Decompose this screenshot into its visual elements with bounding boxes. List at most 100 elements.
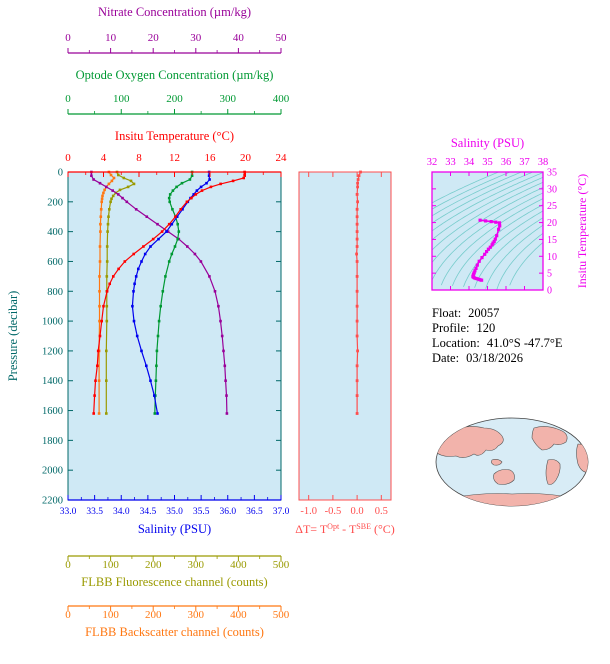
delta-t-marker xyxy=(355,237,359,241)
pressure-tick-label: 200 xyxy=(47,197,63,208)
fluorescence-profile-marker xyxy=(110,197,113,201)
salinity-profile-marker xyxy=(165,230,168,233)
fluorescence-profile-marker xyxy=(105,319,109,323)
temperature-profile-marker xyxy=(243,173,246,177)
ts-temperature-tick-label: 30 xyxy=(547,184,557,195)
backscatter-profile-marker xyxy=(103,188,106,192)
delta-t-marker xyxy=(356,349,359,353)
nitrate-profile-marker xyxy=(111,189,114,192)
temperature-axis-title: Insitu Temperature (°C) xyxy=(115,129,234,143)
ts-curve-marker xyxy=(488,245,492,249)
oxygen-tick-label: 300 xyxy=(220,93,237,105)
fluorescence-profile-marker xyxy=(106,230,109,233)
fluorescence-profile-marker xyxy=(117,173,120,177)
temperature-profile-marker xyxy=(194,193,198,196)
nitrate-profile-marker xyxy=(156,222,159,226)
main-profile-plot: 0200400600800100012001400160018002000220… xyxy=(6,5,290,639)
temperature-tick-label: 0 xyxy=(65,152,71,164)
ts-temperature-tick-label: 20 xyxy=(547,218,557,229)
salinity-profile-marker xyxy=(137,267,140,271)
temperature-profile-marker xyxy=(151,237,155,241)
ts-temperature-tick-label: 5 xyxy=(547,269,552,280)
salinity-profile-marker xyxy=(205,181,208,185)
fluorescence-axis-title: FLBB Fluorescence channel (counts) xyxy=(81,575,267,589)
delta-t-marker xyxy=(356,178,360,181)
fluorescence-profile-marker xyxy=(105,379,108,382)
fluorescence-profile-marker xyxy=(107,215,110,218)
profile-label: Profile: xyxy=(432,321,470,335)
ts-curve-marker xyxy=(480,256,484,260)
pressure-tick-label: 1000 xyxy=(42,317,63,328)
plot-frame xyxy=(298,171,392,501)
backscatter-profile-marker xyxy=(102,191,105,195)
fluorescence-profile-marker xyxy=(109,200,112,204)
backscatter-tick-label: 400 xyxy=(230,609,247,621)
float-label: Float: xyxy=(432,306,462,320)
temperature-profile-marker xyxy=(185,200,189,204)
fluorescence-tick-label: 200 xyxy=(145,559,162,571)
oxygen-profile-marker xyxy=(176,237,179,241)
temperature-profile-marker xyxy=(102,304,105,308)
nitrate-profile-marker xyxy=(117,193,120,196)
density-contour xyxy=(432,172,499,204)
salinity-profile-marker xyxy=(149,379,152,382)
backscatter-profile-marker xyxy=(107,182,111,186)
density-contour xyxy=(474,217,543,288)
salinity-tick-label: 33.0 xyxy=(60,507,77,517)
density-contour xyxy=(432,187,543,263)
delta-t-marker xyxy=(355,394,359,397)
nitrate-profile-marker xyxy=(105,185,108,189)
nitrate-tick-label: 0 xyxy=(65,32,71,44)
delta-t-marker xyxy=(355,304,359,308)
backscatter-profile-marker xyxy=(98,290,101,293)
oxygen-tick-label: 400 xyxy=(273,93,290,105)
ts-curve-marker xyxy=(493,237,497,241)
oxygen-profile-marker xyxy=(154,379,158,382)
nitrate-tick-label: 20 xyxy=(148,32,160,44)
oxygen-profile-marker xyxy=(171,189,175,192)
salinity-tick-label: 36.5 xyxy=(246,507,263,517)
salinity-tick-label: 35.0 xyxy=(166,507,183,517)
delta-t-tick-label: -1.0 xyxy=(300,506,317,517)
landmass-australia xyxy=(493,469,515,485)
ts-salinity-tick-label: 32 xyxy=(427,157,438,168)
density-contour xyxy=(432,181,543,251)
temperature-profile-marker xyxy=(242,176,245,180)
salinity-profile-marker xyxy=(153,394,156,397)
temperature-profile-marker xyxy=(96,349,100,353)
oxygen-profile-marker xyxy=(176,222,179,226)
backscatter-profile-marker xyxy=(99,208,103,211)
date-row: Date: 03/18/2026 xyxy=(432,351,563,366)
delta-t-tick-label: 0.5 xyxy=(375,506,388,517)
backscatter-profile-marker xyxy=(100,200,103,204)
backscatter-profile-marker xyxy=(98,304,101,308)
oxygen-profile-marker xyxy=(173,245,177,248)
delta-t-tick-label: -0.5 xyxy=(325,506,342,517)
temperature-profile-marker xyxy=(93,394,96,397)
density-contour xyxy=(440,198,543,286)
fluorescence-profile-marker xyxy=(105,349,108,353)
fluorescence-tick-label: 0 xyxy=(65,559,71,571)
ts-temperature-tick-label: 25 xyxy=(547,201,557,212)
temperature-tick-label: 12 xyxy=(169,152,180,164)
delta-t-marker xyxy=(355,275,359,278)
temperature-profile-marker xyxy=(98,334,102,338)
backscatter-profile-marker xyxy=(109,173,113,177)
backscatter-tick-label: 0 xyxy=(65,609,71,621)
oxygen-profile-marker xyxy=(164,275,167,278)
oxygen-profile-marker xyxy=(170,252,174,256)
fluorescence-profile-marker xyxy=(122,176,126,180)
nitrate-tick-label: 10 xyxy=(105,32,117,44)
backscatter-profile-marker xyxy=(110,179,114,183)
pressure-tick-label: 1800 xyxy=(42,436,63,447)
ts-salinity-tick-label: 38 xyxy=(538,157,549,168)
nitrate-tick-label: 30 xyxy=(190,32,202,44)
temperature-profile-marker xyxy=(209,185,213,189)
ts-plot: 32 33 34 35 36 37 38 0 5 10 15 20 25 30 35 Salinity (PS… xyxy=(427,136,589,297)
ts-curve-marker xyxy=(489,220,493,224)
backscatter-profile-marker xyxy=(99,215,103,218)
landmass-greenland xyxy=(561,421,573,431)
nitrate-profile-marker xyxy=(220,334,224,338)
nitrate-profile-marker xyxy=(134,208,138,211)
salinity-profile-marker xyxy=(192,193,195,196)
